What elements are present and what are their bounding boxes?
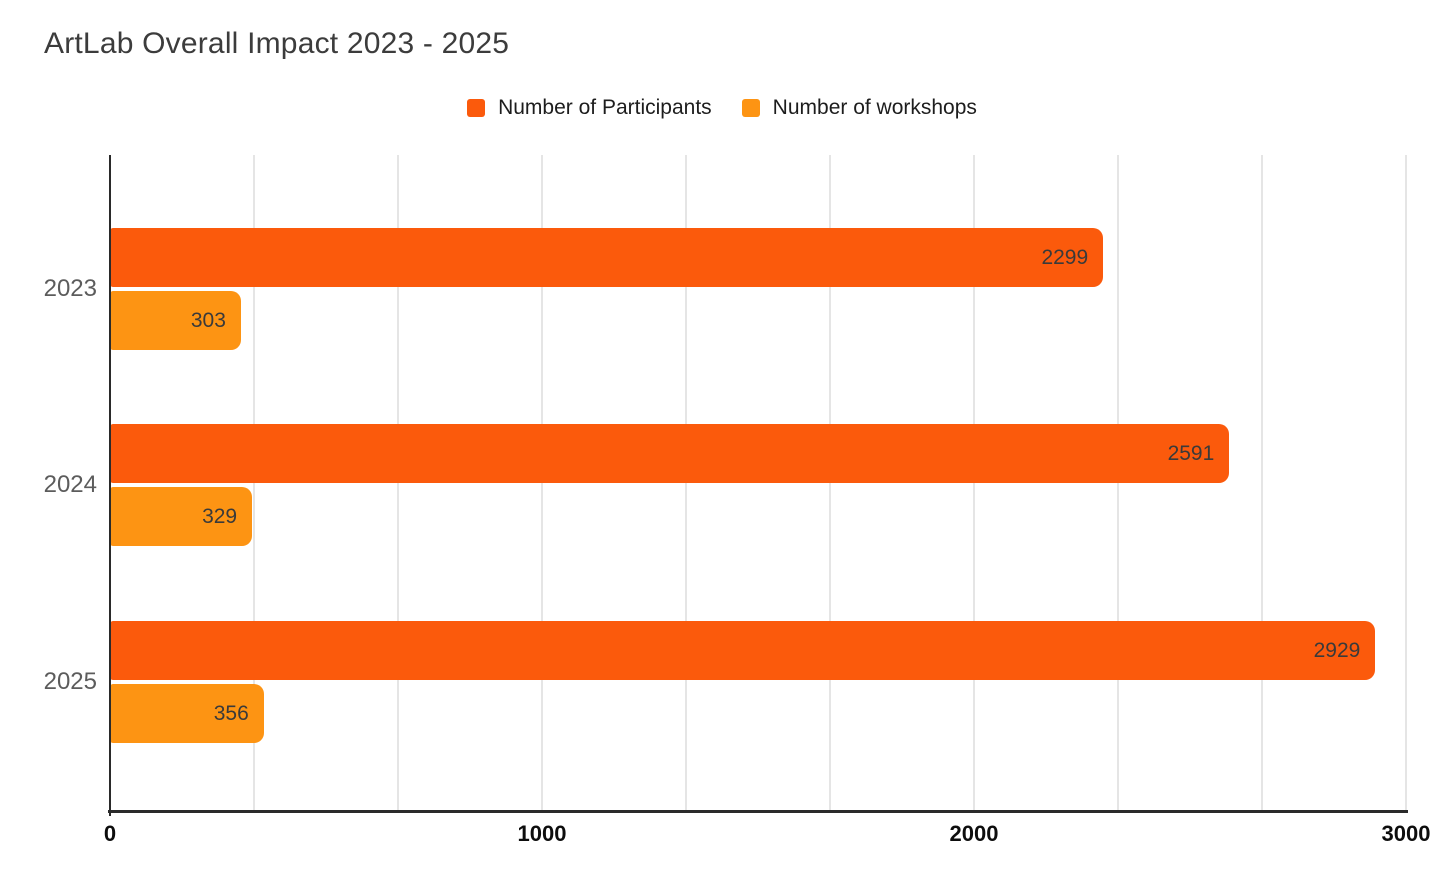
x-tick-label-1000: 1000: [517, 821, 567, 846]
bar-value-label: 2929: [1313, 638, 1361, 662]
plot-area: 2023 2299 303 2024 2591 329 2025 2929 356 0 1000 20…: [44, 155, 1430, 846]
chart-title: ArtLab Overall Impact 2023 - 2025: [44, 27, 510, 60]
workshops-bar-2024[interactable]: 329: [110, 487, 253, 546]
y-axis-line: [109, 155, 111, 816]
x-tick-label-0: 0: [103, 821, 117, 846]
participants-bar-2024[interactable]: 2591: [110, 424, 1230, 483]
legend-item-participants[interactable]: Number of Participants: [467, 96, 712, 120]
legend-label-participants: Number of Participants: [498, 96, 712, 119]
workshops-swatch-icon: [741, 99, 760, 117]
bar-value-label: 356: [213, 701, 249, 725]
bar-value-label: 303: [190, 308, 226, 332]
gridline: [1405, 155, 1407, 810]
gridline: [1261, 155, 1263, 810]
legend: Number of Participants Number of worksho…: [0, 96, 1444, 120]
bar-value-label: 2591: [1167, 441, 1215, 465]
participants-swatch-icon: [467, 99, 486, 117]
legend-label-workshops: Number of workshops: [772, 96, 977, 119]
category-label-2025: 2025: [43, 668, 97, 695]
participants-bar-2025[interactable]: 2929: [110, 621, 1376, 680]
participants-bar-2023[interactable]: 2299: [110, 228, 1104, 287]
x-axis-line: [108, 810, 1408, 813]
legend-item-workshops[interactable]: Number of workshops: [741, 96, 977, 120]
category-label-2024: 2024: [43, 471, 97, 498]
category-label-2023: 2023: [43, 275, 97, 302]
workshops-bar-2025[interactable]: 356: [110, 684, 264, 743]
bar-value-label: 2299: [1041, 245, 1089, 269]
workshops-bar-2023[interactable]: 303: [110, 291, 241, 350]
x-tick-label-2000: 2000: [949, 821, 999, 846]
bar-value-label: 329: [202, 504, 238, 528]
x-tick-label-3000: 3000: [1381, 821, 1431, 846]
